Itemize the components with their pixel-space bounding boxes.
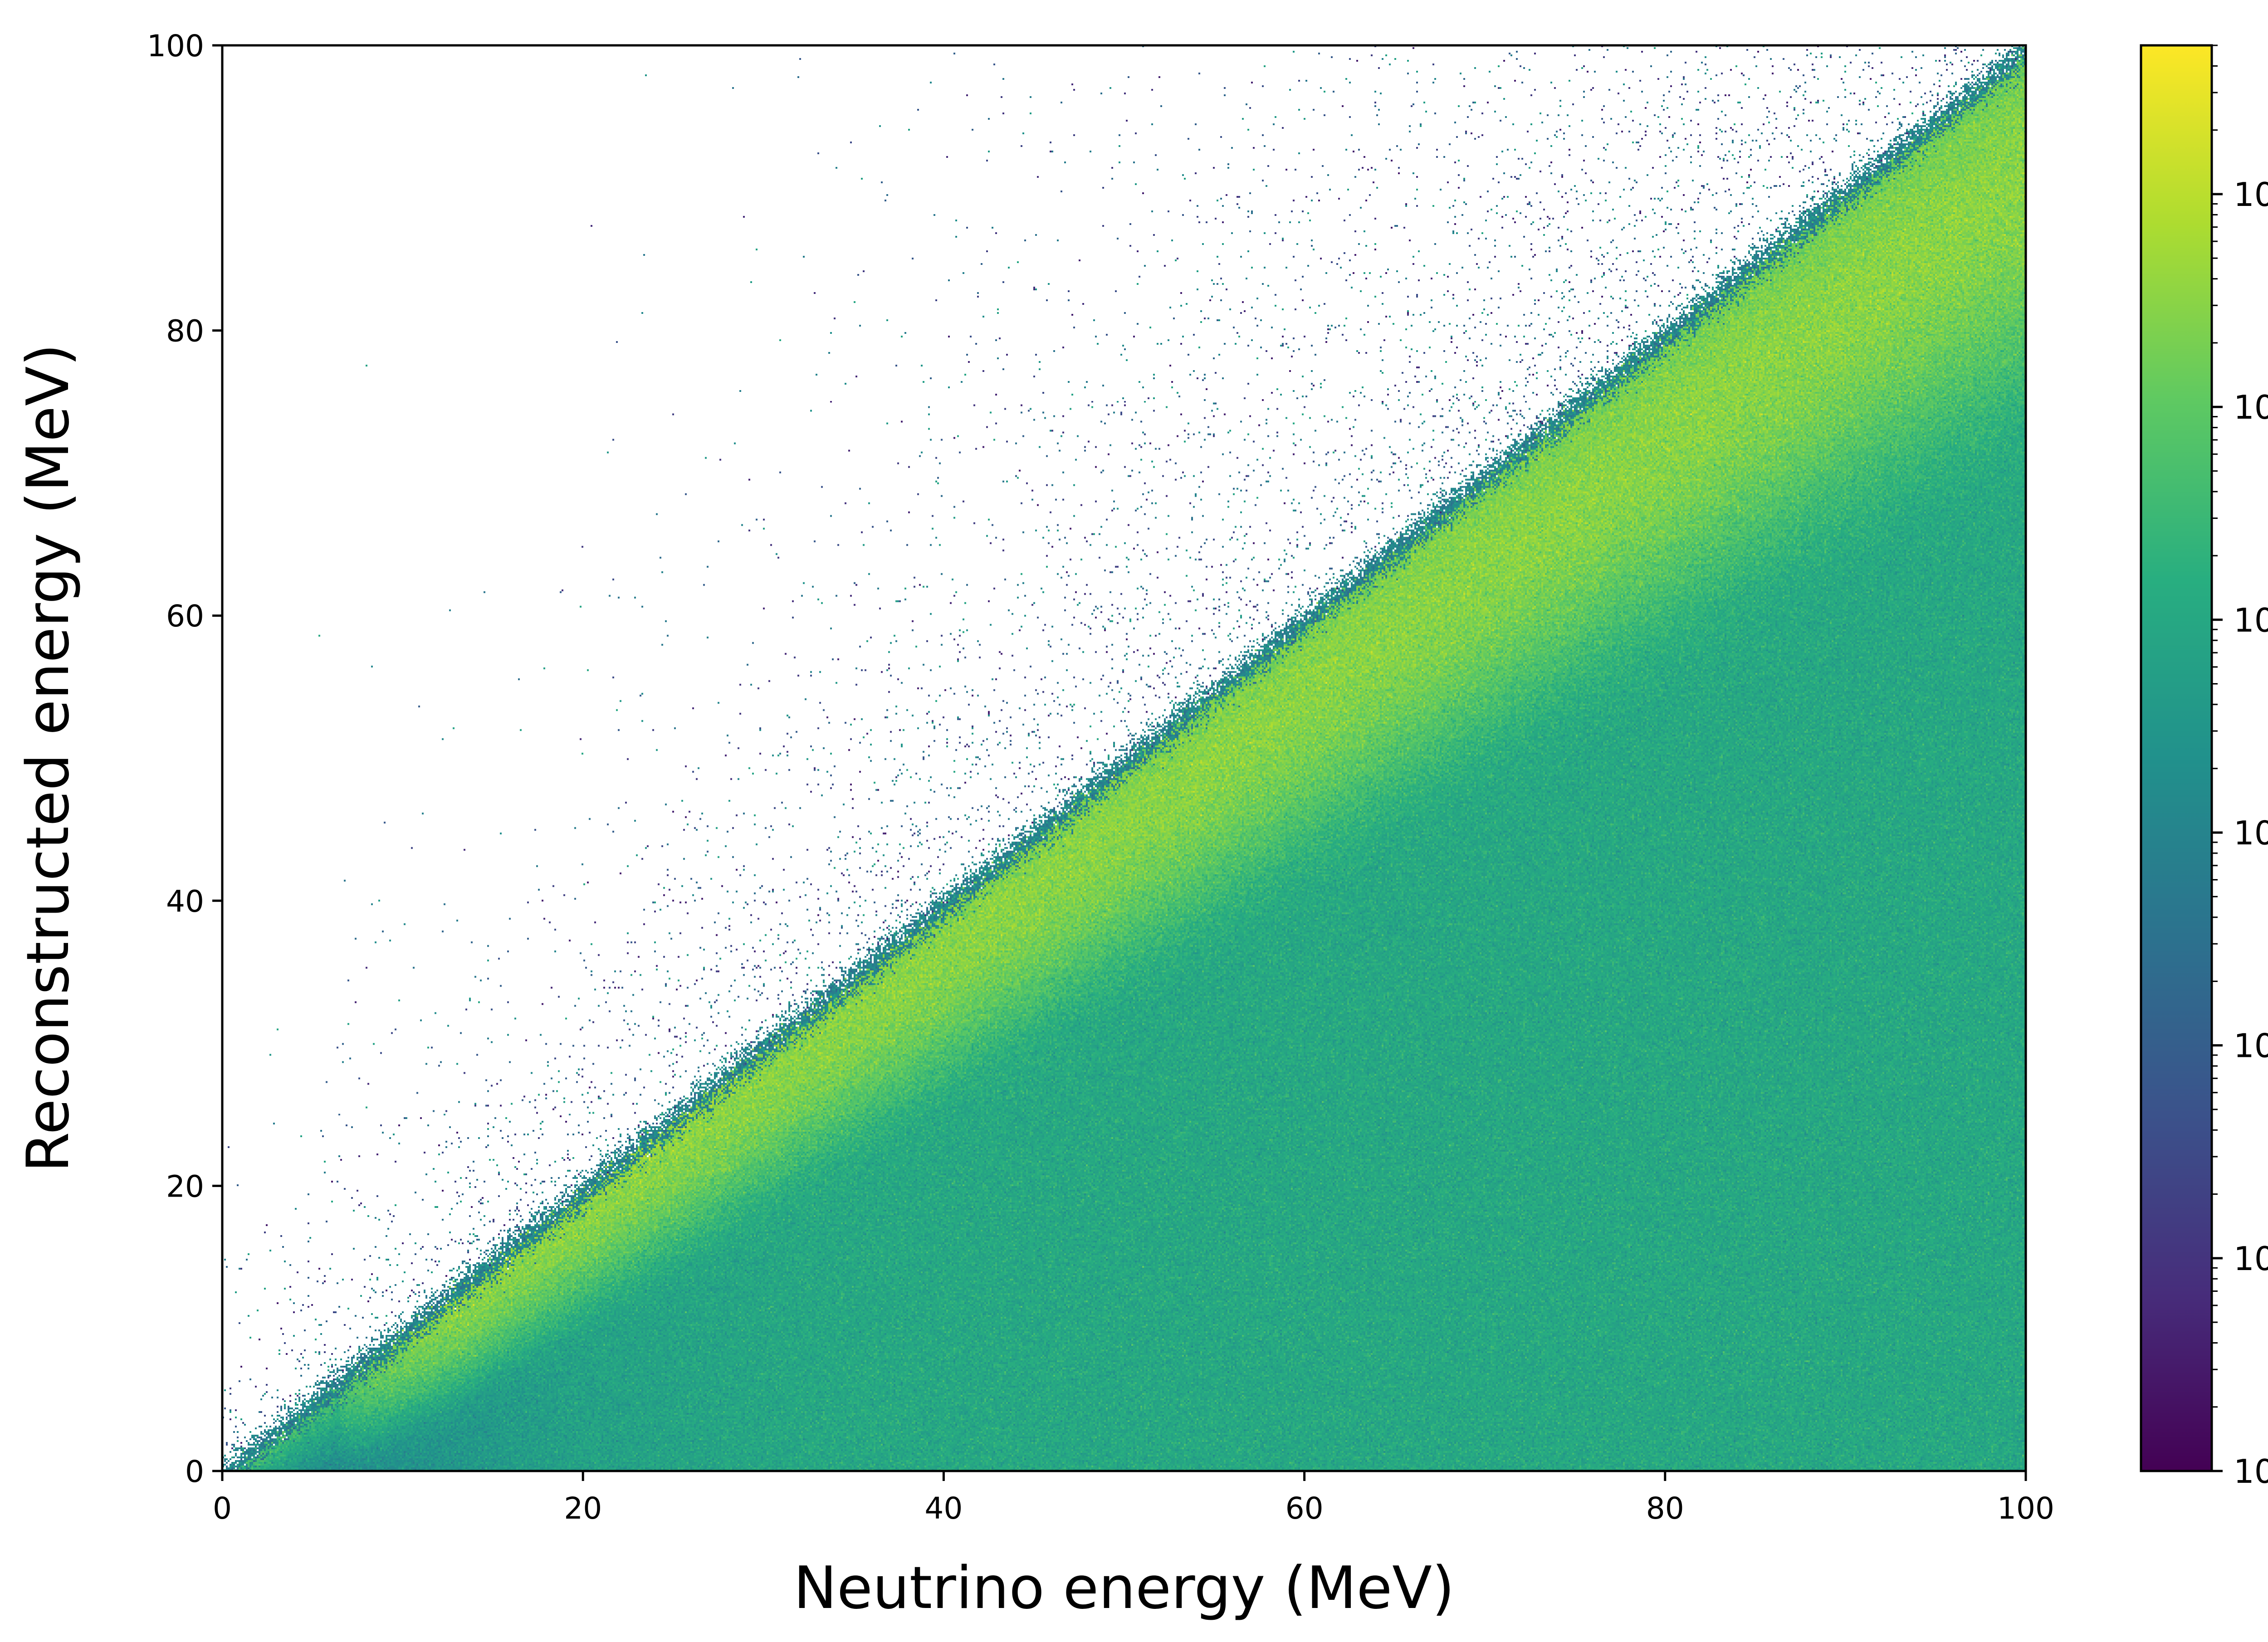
x-tick-label: 80 bbox=[1646, 1491, 1684, 1526]
colorbar-bar bbox=[2141, 45, 2212, 1471]
plot-area bbox=[221, 44, 2027, 1472]
x-tick-label: 100 bbox=[1997, 1491, 2054, 1526]
colorbar-tick-label: 10−3 bbox=[2234, 594, 2268, 639]
y-tick-label: 60 bbox=[166, 599, 204, 634]
y-tick-label: 40 bbox=[166, 884, 204, 919]
y-tick-label: 100 bbox=[147, 29, 204, 64]
colorbar-tick-label: 10−1 bbox=[2234, 168, 2268, 214]
x-axis-label: Neutrino energy (MeV) bbox=[793, 1554, 1454, 1622]
x-tick-label: 40 bbox=[924, 1491, 963, 1526]
x-tick-label: 60 bbox=[1286, 1491, 1324, 1526]
colorbar-ticks: 10−7 10−6 10−5 10−4 10−3 10−2 10−1 bbox=[2212, 44, 2268, 1491]
colorbar-tick-label: 10−4 bbox=[2234, 806, 2268, 852]
colorbar-tick-label: 10−6 bbox=[2234, 1232, 2268, 1278]
plot-frame bbox=[221, 44, 2027, 1472]
colorbar-tick-label: 10−2 bbox=[2234, 381, 2268, 426]
heatmap-image bbox=[222, 45, 2026, 1471]
colorbar-frame bbox=[2140, 44, 2213, 1472]
y-axis: 0 20 40 60 80 100 bbox=[147, 29, 222, 1489]
y-axis-label: Reconstructed energy (MeV) bbox=[15, 344, 82, 1173]
colorbar: 10−7 10−6 10−5 10−4 10−3 10−2 10−1 bbox=[2140, 44, 2268, 1491]
colorbar-tick-label: 10−7 bbox=[2234, 1445, 2268, 1491]
y-tick-label: 80 bbox=[166, 314, 204, 349]
y-tick-label: 0 bbox=[185, 1454, 204, 1489]
x-axis: 0 20 40 60 80 100 bbox=[213, 1471, 2054, 1526]
x-tick-label: 0 bbox=[213, 1491, 232, 1526]
colorbar-tick-label: 10−5 bbox=[2234, 1020, 2268, 1065]
x-tick-label: 20 bbox=[564, 1491, 602, 1526]
y-tick-label: 20 bbox=[166, 1169, 204, 1204]
